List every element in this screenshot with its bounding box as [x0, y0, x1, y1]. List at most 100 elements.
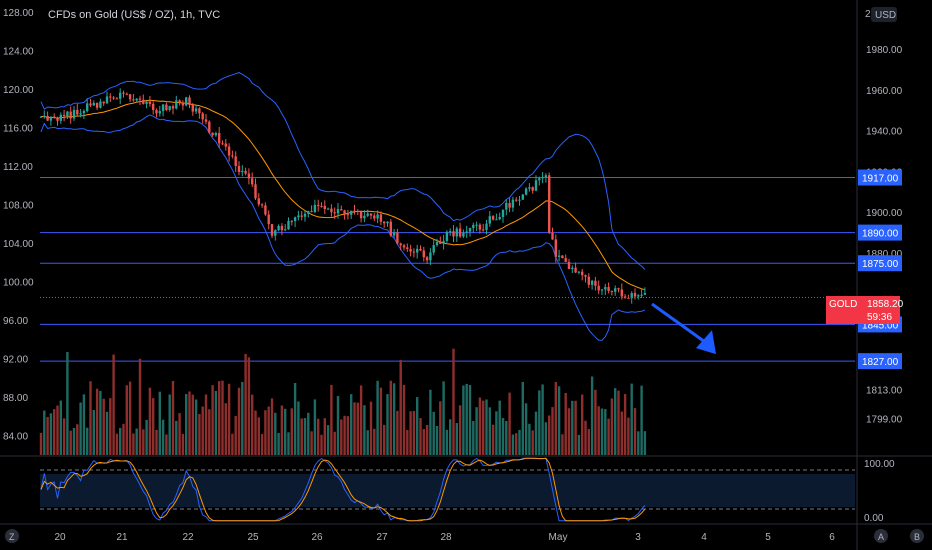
- candle-body: [43, 115, 46, 117]
- volume-bar: [79, 402, 82, 455]
- volume-bar: [313, 399, 317, 455]
- candle-body: [326, 208, 330, 210]
- candle-body: [224, 143, 227, 147]
- candle-body: [458, 228, 462, 237]
- volume-bar: [86, 427, 89, 455]
- volume-bar: [630, 383, 633, 455]
- volume-bar: [491, 424, 495, 455]
- volume-bar: [422, 429, 425, 455]
- candle-body: [541, 177, 544, 179]
- horizontal-levels[interactable]: [40, 177, 855, 362]
- candle-body: [231, 155, 234, 157]
- volume-bar: [59, 400, 62, 455]
- volume-bar: [148, 387, 152, 455]
- candle-body: [620, 289, 623, 297]
- volume-bar: [307, 412, 310, 455]
- volume-bar: [287, 432, 290, 455]
- volume-bar: [46, 416, 49, 455]
- volume-bar: [617, 390, 620, 455]
- volume-bar: [208, 409, 211, 455]
- candle-body: [86, 103, 89, 112]
- volume-bar: [188, 391, 191, 455]
- time-axis[interactable]: 20 21 22 25 26 27 28 May 3 4 5 6: [54, 532, 835, 543]
- candle-body: [138, 98, 142, 100]
- volume-bar: [320, 434, 323, 455]
- time-tick-label: 5: [765, 532, 771, 543]
- volume-bar: [66, 352, 69, 455]
- candle-body: [56, 117, 59, 121]
- candle-body: [422, 250, 425, 258]
- volume-bar: [72, 427, 76, 455]
- volume-bar: [218, 381, 221, 455]
- candle-body: [439, 241, 442, 244]
- currency-button[interactable]: [871, 7, 897, 22]
- candlestick-series[interactable]: [39, 88, 647, 304]
- zoom-badge[interactable]: [5, 529, 19, 543]
- candle-body: [115, 98, 119, 100]
- volume-bar: [488, 407, 491, 455]
- time-tick-label: 26: [311, 532, 323, 543]
- volume-bar: [581, 394, 584, 455]
- candle-body: [574, 267, 577, 273]
- candle-body: [313, 204, 317, 212]
- volume-bar: [115, 433, 119, 455]
- right-tick-label: 1960.00: [866, 86, 903, 97]
- volume-bar: [178, 413, 181, 455]
- volume-bar: [515, 433, 518, 455]
- candle-body: [475, 224, 478, 226]
- candle-body: [445, 231, 449, 241]
- candle-body: [359, 211, 363, 219]
- volume-bar: [574, 400, 577, 455]
- candle-body: [485, 223, 488, 231]
- candle-body: [293, 217, 297, 222]
- candle-body: [544, 175, 548, 178]
- volume-bar: [125, 385, 128, 455]
- time-tick-label: 20: [54, 532, 66, 543]
- candle-body: [102, 101, 105, 104]
- time-tick-label: 3: [635, 532, 641, 543]
- last-price-symbol: GOLD: [829, 299, 857, 310]
- candle-body: [617, 288, 620, 290]
- volume-bar: [524, 403, 528, 455]
- volume-bar: [369, 401, 373, 455]
- volume-bar: [158, 391, 161, 455]
- volume-bar: [633, 408, 637, 455]
- volume-bar: [214, 390, 218, 455]
- volume-bar: [452, 348, 455, 455]
- candle-body: [89, 103, 92, 106]
- volume-bar: [251, 394, 254, 455]
- log-scale-badge[interactable]: [910, 529, 924, 543]
- volume-bar: [594, 389, 597, 455]
- candle-body: [247, 173, 251, 179]
- candle-body: [175, 100, 178, 109]
- candle-body: [442, 240, 445, 244]
- candle-body: [155, 109, 158, 114]
- candle-body: [204, 119, 208, 122]
- volume-bar: [198, 414, 201, 455]
- oscillator-pane[interactable]: 100.00 0.00: [40, 457, 895, 524]
- candle-body: [350, 210, 353, 215]
- forecast-arrow[interactable]: [651, 302, 716, 355]
- level-label-bg: [858, 169, 902, 186]
- volume-bar: [191, 394, 194, 455]
- volume-bar: [76, 424, 79, 455]
- candle-body: [584, 275, 587, 277]
- volume-bar: [406, 429, 409, 455]
- candle-body: [310, 211, 313, 213]
- candle-body: [498, 217, 501, 220]
- candle-body: [531, 187, 534, 191]
- candle-body: [260, 204, 264, 206]
- volume-bar: [185, 394, 188, 455]
- auto-scale-badge[interactable]: [874, 529, 888, 543]
- volume-bar: [99, 390, 102, 455]
- candle-body: [92, 102, 95, 106]
- candle-body: [495, 219, 498, 221]
- volume-bar: [277, 433, 280, 455]
- candle-body: [406, 247, 409, 249]
- candle-body: [369, 213, 373, 216]
- volume-bar: [145, 419, 148, 455]
- candle-body: [66, 111, 69, 117]
- candle-body: [264, 205, 267, 215]
- candle-body: [333, 212, 336, 214]
